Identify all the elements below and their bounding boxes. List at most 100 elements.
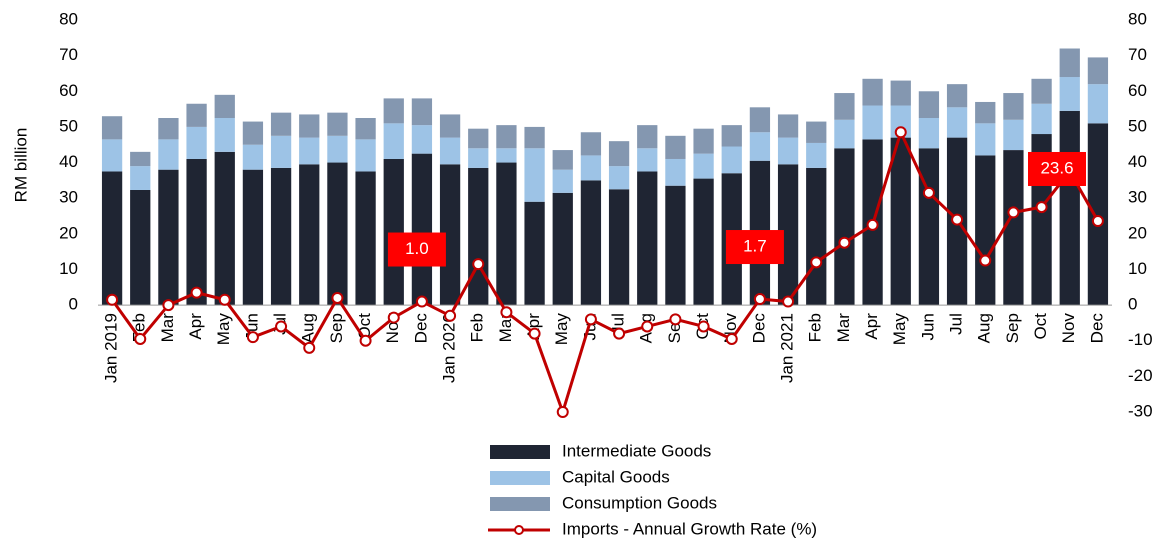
bar-segment	[834, 148, 855, 306]
line-point	[922, 186, 935, 199]
bar-segment	[327, 112, 348, 136]
x-tick-label: Mar	[158, 313, 177, 343]
x-tick-label: Jan 2020	[440, 313, 459, 383]
line-point	[782, 295, 795, 308]
bar-segment	[665, 185, 686, 306]
bar-segment	[1087, 84, 1109, 124]
legend-label: Imports - Annual Growth Rate (%)	[562, 519, 817, 538]
legend-swatch	[490, 471, 550, 485]
bar-segment	[242, 169, 264, 306]
line-point	[444, 309, 457, 322]
legend-label: Intermediate Goods	[562, 441, 711, 460]
bar-segment	[411, 125, 433, 154]
x-tick-label: Sep	[327, 313, 346, 343]
bar-segment	[524, 201, 545, 306]
bar-segment	[608, 166, 630, 190]
bar-segment	[552, 192, 573, 306]
x-tick-label: May	[890, 313, 909, 346]
bar-segment	[130, 189, 151, 306]
bar-segment	[806, 167, 827, 306]
legend-label: Consumption Goods	[562, 493, 717, 512]
y-tick-label: 20	[59, 223, 78, 242]
bar-segment	[158, 118, 179, 140]
bar-segment	[439, 137, 461, 165]
bar-segment	[918, 118, 940, 149]
line-point	[387, 311, 400, 324]
bar-segment	[1087, 123, 1109, 306]
bar-segment	[1059, 77, 1080, 111]
line-point	[613, 327, 626, 340]
y2-tick-label: 50	[1128, 116, 1147, 135]
bar-segment	[918, 91, 940, 118]
bar-segment	[1059, 48, 1080, 78]
y2-tick-label: 40	[1128, 152, 1147, 171]
bar-segment	[270, 112, 292, 136]
y-tick-label: 40	[59, 152, 78, 171]
bar-segment	[270, 167, 292, 306]
y-tick-label: 30	[59, 188, 78, 207]
x-tick-label: May	[214, 313, 233, 346]
bar-segment	[355, 118, 376, 140]
line-point	[134, 332, 147, 345]
bar-segment	[806, 142, 827, 168]
bar-segment	[439, 114, 461, 138]
bar-segment	[890, 137, 911, 306]
bar-segment	[834, 93, 855, 120]
x-tick-label: Dec	[1087, 313, 1106, 344]
value-label: 1.0	[405, 239, 429, 258]
bar-segment	[946, 84, 968, 108]
bar-segment	[721, 125, 742, 147]
line-point	[1091, 214, 1104, 227]
value-label: 1.7	[743, 237, 767, 256]
bar-segment	[637, 125, 658, 149]
line-point	[1035, 201, 1048, 214]
bar-segment	[411, 98, 433, 126]
value-label-box	[1028, 151, 1086, 186]
line-point	[838, 236, 851, 249]
bar-segment	[214, 151, 235, 306]
bar-segment	[496, 125, 517, 149]
bar-segment	[186, 126, 207, 159]
bar-segment	[355, 139, 376, 172]
bar-segment	[468, 148, 489, 168]
x-tick-label: Oct	[1031, 313, 1050, 340]
x-tick-label: Dec	[749, 313, 768, 344]
bar-segment	[975, 155, 996, 306]
y2-tick-label: -10	[1128, 330, 1153, 349]
line-point	[669, 313, 682, 326]
bar-segment	[975, 101, 996, 124]
bar-segment	[608, 141, 630, 167]
legend-swatch	[490, 497, 550, 511]
bar-segment	[101, 139, 123, 172]
y2-tick-label: 80	[1128, 9, 1147, 28]
y-tick-label: 60	[59, 81, 78, 100]
bar-segment	[665, 135, 686, 159]
x-tick-label: Feb	[806, 313, 825, 342]
bar-segment	[496, 148, 517, 163]
line-point	[303, 341, 316, 354]
bar-segment	[186, 158, 207, 306]
value-label-box	[725, 230, 784, 265]
y2-tick-label: 10	[1128, 259, 1147, 278]
x-tick-label: Aug	[299, 313, 318, 343]
x-tick-label: Jun	[918, 313, 937, 340]
bar-segment	[749, 132, 771, 161]
bar-segment	[862, 105, 883, 140]
y2-tick-label: -20	[1128, 366, 1153, 385]
bar-segment	[1003, 93, 1024, 120]
bar-segment	[524, 126, 545, 149]
bar-segment	[777, 164, 799, 306]
line-point	[1007, 206, 1020, 219]
bar-segment	[806, 121, 827, 143]
y2-tick-label: 30	[1128, 188, 1147, 207]
x-tick-label: Aug	[975, 313, 994, 343]
x-tick-label: Mar	[834, 313, 853, 343]
line-point	[753, 293, 766, 306]
bar-segment	[158, 139, 179, 170]
y2-tick-label: 60	[1128, 81, 1147, 100]
line-point	[415, 295, 428, 308]
line-point	[246, 331, 259, 344]
bar-segment	[552, 169, 573, 193]
bar-segment	[665, 158, 686, 186]
